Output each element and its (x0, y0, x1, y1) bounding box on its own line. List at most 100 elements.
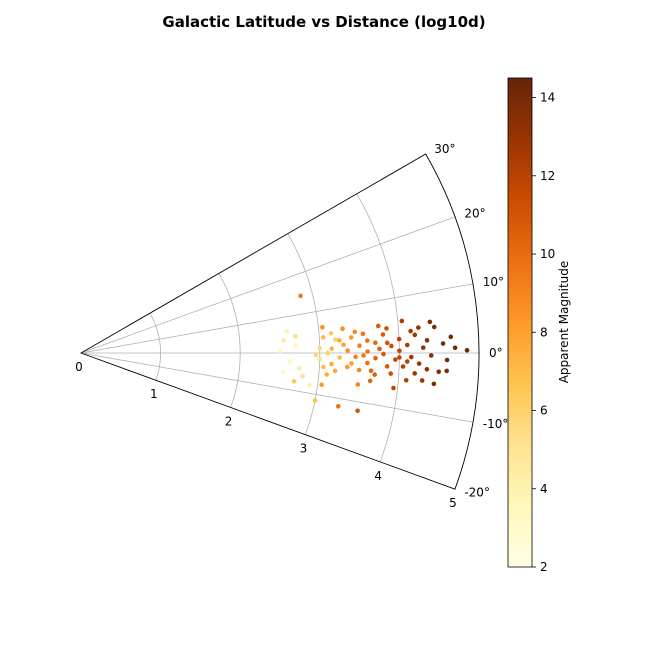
data-point (321, 364, 326, 370)
data-point (404, 342, 410, 348)
radial-grid-arc (218, 273, 241, 408)
data-point (319, 382, 325, 387)
data-point (324, 372, 330, 377)
data-point (349, 361, 354, 366)
data-point (333, 337, 338, 342)
data-point (361, 353, 366, 358)
data-point (431, 324, 437, 330)
data-point (340, 326, 345, 332)
data-point (384, 340, 390, 346)
data-point (420, 345, 426, 350)
data-point (373, 355, 378, 361)
data-point (341, 342, 346, 348)
data-point (277, 348, 283, 354)
data-point (397, 348, 402, 354)
data-point (360, 331, 366, 337)
data-point (409, 354, 414, 360)
angular-tick-labels: -20° -10° 0° 10° 20° 30° (434, 142, 508, 500)
data-point (396, 336, 402, 342)
data-point (416, 325, 421, 330)
data-point (356, 367, 362, 373)
scatter-points (277, 293, 470, 414)
data-point (368, 368, 374, 374)
data-point (300, 373, 305, 379)
data-point (287, 359, 292, 364)
colorbar-tick-label: 2 (540, 560, 548, 574)
data-point (375, 323, 381, 329)
data-point (408, 328, 413, 334)
data-point (416, 361, 422, 366)
sector-outline (79, 153, 480, 490)
angular-tick-label: -10° (483, 417, 509, 431)
data-point (337, 355, 342, 360)
chart-title: Galactic Latitude vs Distance (log10d) (162, 13, 485, 31)
data-point (381, 351, 386, 357)
data-point (427, 319, 433, 325)
radial-grid-arc (149, 313, 162, 381)
data-point (388, 371, 394, 376)
colorbar-ticks: 2 4 6 8 10 12 14 (532, 91, 555, 574)
data-point (320, 324, 325, 330)
data-point (312, 398, 318, 403)
data-point (440, 341, 446, 346)
colorbar: 2 4 6 8 10 12 14 Apparent Magnitude (507, 77, 571, 574)
data-point (400, 364, 406, 369)
data-point (325, 350, 331, 356)
data-point (424, 367, 430, 372)
data-point (444, 357, 450, 363)
data-point (281, 338, 286, 343)
colorbar-tick-label: 4 (540, 482, 548, 496)
data-point (332, 368, 338, 374)
data-point (293, 343, 299, 348)
data-point (345, 348, 350, 353)
data-point (297, 365, 302, 371)
data-point (404, 359, 410, 364)
data-point (313, 352, 319, 358)
data-point (353, 354, 358, 360)
data-point (403, 378, 409, 383)
data-point (284, 329, 290, 334)
data-point (335, 403, 341, 409)
data-point (448, 334, 454, 340)
data-point (428, 353, 434, 358)
data-point (280, 369, 286, 375)
data-point (307, 382, 312, 388)
data-point (320, 335, 326, 340)
colorbar-tick-label: 14 (540, 91, 555, 105)
angular-tick-label: -20° (464, 486, 490, 500)
data-point (291, 379, 297, 384)
angular-grid-line (80, 352, 474, 423)
sector-frame (79, 153, 480, 490)
data-point (384, 326, 389, 331)
colorbar-label: Apparent Magnitude (557, 261, 571, 384)
radial-tick-label: 3 (300, 442, 308, 456)
angular-tick-label: 30° (434, 142, 455, 156)
data-point (365, 360, 370, 366)
data-point (372, 372, 378, 377)
data-point (436, 369, 442, 375)
data-point (419, 378, 425, 383)
data-point (391, 385, 396, 391)
radial-tick-label: 0 (75, 360, 83, 374)
radial-tick-label: 5 (449, 496, 457, 510)
colorbar-tick-label: 12 (540, 169, 555, 183)
data-point (364, 338, 370, 343)
data-point (298, 293, 303, 299)
data-point (367, 378, 373, 384)
angular-grid-line (80, 283, 474, 354)
data-point (464, 348, 470, 353)
colorbar-tick-label: 6 (540, 404, 548, 418)
radial-grid-arc (287, 233, 321, 435)
data-point (424, 338, 430, 343)
data-point (355, 408, 360, 414)
data-point (452, 345, 458, 351)
data-point (412, 332, 418, 338)
data-point (384, 364, 390, 369)
data-point (365, 349, 370, 354)
angular-tick-label: 0° (489, 346, 503, 360)
data-point (344, 364, 350, 370)
data-point (412, 371, 417, 376)
radial-tick-label: 1 (150, 387, 158, 401)
data-point (373, 340, 378, 346)
